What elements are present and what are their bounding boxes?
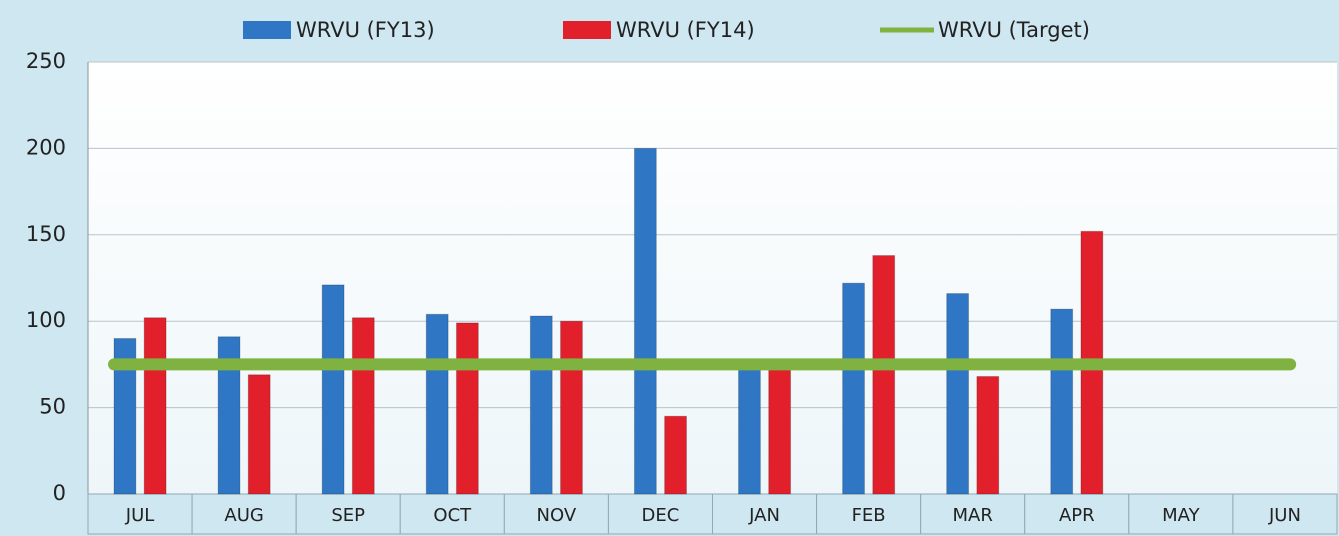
legend-label: WRVU (Target) (938, 18, 1090, 42)
legend-label: WRVU (FY14) (616, 18, 755, 42)
bar (946, 293, 970, 495)
category-cell (920, 493, 1026, 535)
category-cell (1232, 493, 1338, 535)
x-tick-label: AUG (224, 505, 263, 526)
category-cell (712, 493, 818, 535)
category-cell (1024, 493, 1130, 535)
x-tick-label: NOV (537, 505, 577, 526)
bar (738, 367, 761, 495)
bar (976, 375, 1000, 495)
bar (247, 374, 271, 495)
bar (768, 367, 792, 495)
bar (455, 322, 479, 495)
y-tick-label: 200 (26, 135, 66, 159)
y-tick-label: 0 (53, 481, 66, 505)
bar (842, 282, 865, 495)
category-cell (1128, 493, 1234, 535)
x-tick-label: JUL (125, 505, 155, 526)
x-tick-label: JAN (748, 505, 780, 526)
category-cell (295, 493, 401, 535)
category-cell (191, 493, 297, 535)
y-tick-label: 50 (39, 395, 66, 419)
category-cell (816, 493, 922, 535)
category-cell (399, 493, 505, 535)
bar (217, 336, 241, 495)
x-tick-label: APR (1059, 505, 1095, 526)
legend-label: WRVU (FY13) (296, 18, 435, 42)
x-tick-label: JUN (1268, 505, 1301, 526)
bar (1050, 308, 1074, 495)
bar (143, 317, 167, 495)
legend-swatch (563, 21, 611, 39)
bar (113, 337, 137, 495)
bar (529, 315, 553, 495)
y-tick-label: 150 (26, 222, 66, 246)
plot-area (88, 62, 1337, 494)
x-tick-label: OCT (433, 505, 472, 526)
bar (351, 317, 375, 495)
bar (664, 415, 687, 495)
bar (425, 313, 449, 495)
category-cell (607, 493, 714, 535)
y-tick-label: 100 (26, 308, 66, 332)
x-tick-label: MAR (953, 505, 993, 526)
bar (872, 255, 896, 495)
bar (321, 284, 345, 495)
legend-swatch (243, 21, 291, 39)
x-tick-label: MAY (1162, 505, 1200, 526)
x-tick-label: FEB (852, 505, 886, 526)
bar (560, 320, 583, 495)
x-tick-label: DEC (642, 505, 680, 526)
y-tick-label: 250 (26, 49, 66, 73)
x-tick-label: SEP (331, 505, 365, 526)
bar (633, 147, 657, 495)
category-cell (503, 493, 609, 535)
